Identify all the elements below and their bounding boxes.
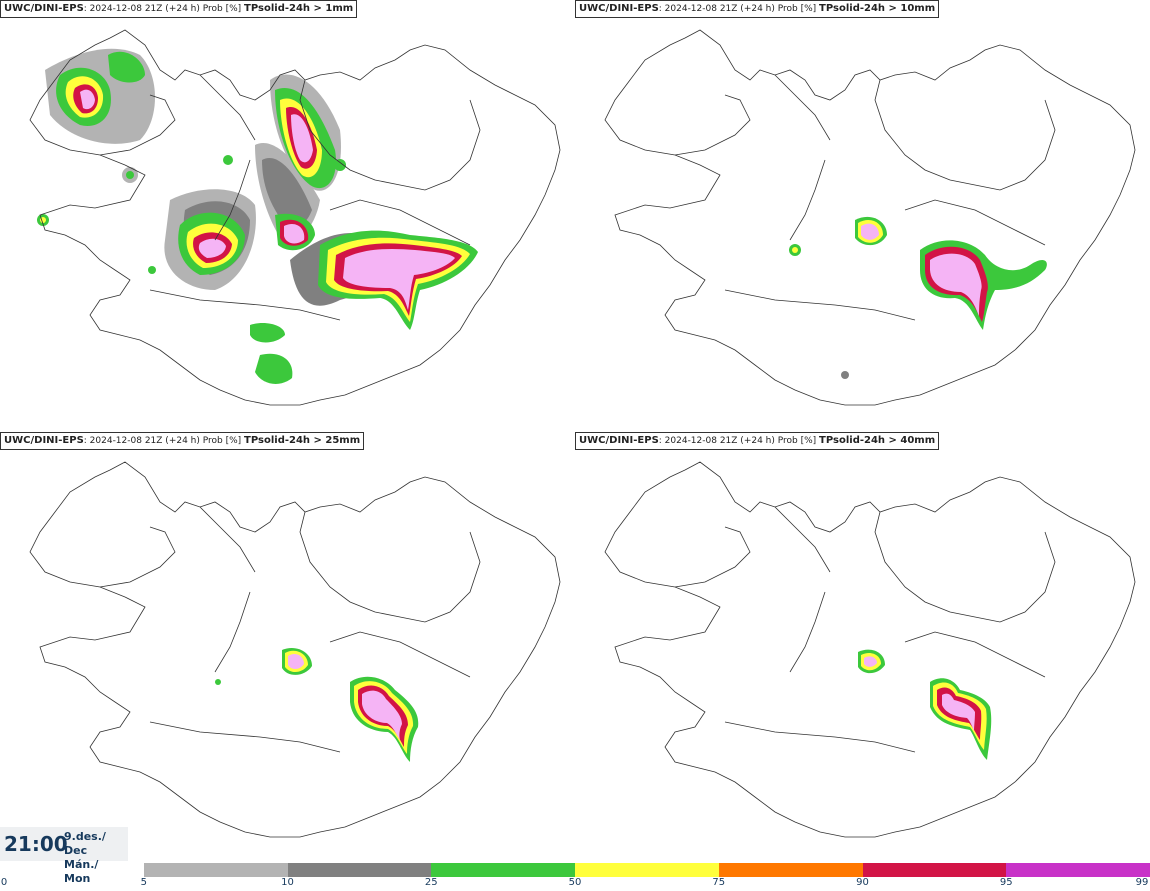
model-label: UWC/DINI-EPS [579, 435, 659, 446]
map-panel-25mm: UWC/DINI-EPS: 2024-12-08 21Z (+24 h) Pro… [0, 432, 575, 864]
colorbar-tick-label: 99 [1135, 877, 1149, 888]
panel-title: UWC/DINI-EPS: 2024-12-08 21Z (+24 h) Pro… [0, 0, 358, 18]
valid-time: 21:00 [4, 832, 68, 856]
colorbar-segment [718, 863, 863, 877]
coastline [604, 29, 1136, 406]
colorbar-tick-label: 5 [140, 877, 147, 888]
model-label: UWC/DINI-EPS [579, 3, 659, 14]
prob-area-pink [861, 223, 879, 240]
valid-date: 9.des./ Dec Mán./ Mon [64, 830, 128, 886]
prob-area-dot [841, 371, 849, 379]
colorbar-tick-label: 50 [568, 877, 582, 888]
iceland-map [29, 29, 561, 406]
valid-time-box: 21:00 9.des./ Dec Mán./ Mon [0, 827, 128, 885]
run-info: : 2024-12-08 21Z (+24 h) Prob [%] [83, 436, 242, 446]
model-label: UWC/DINI-EPS [4, 435, 84, 446]
prob-area-dot [126, 171, 134, 179]
prob-area-pink [864, 656, 877, 667]
threshold-label: TPsolid-24h > 1mm [244, 3, 354, 14]
prob-area-dot [792, 247, 798, 253]
valid-date-line1: 9.des./ Dec [64, 830, 106, 857]
prob-area-pink [198, 238, 226, 258]
prob-area-dot [215, 679, 221, 685]
coastline [604, 461, 1136, 838]
map-panel-40mm: UWC/DINI-EPS: 2024-12-08 21Z (+24 h) Pro… [575, 432, 1150, 864]
colorbar-segment [287, 863, 432, 877]
colorbar-tick-label: 95 [999, 877, 1013, 888]
colorbar-tick-label: 90 [856, 877, 869, 888]
prob-area-green [255, 353, 293, 384]
map-panel-10mm: UWC/DINI-EPS: 2024-12-08 21Z (+24 h) Pro… [575, 0, 1150, 432]
run-info: : 2024-12-08 21Z (+24 h) Prob [%] [83, 4, 242, 14]
prob-area-pink [362, 690, 402, 740]
prob-area-green [108, 51, 145, 83]
probability-shading [215, 647, 419, 762]
prob-area-dot [223, 155, 233, 165]
prob-area-green [250, 323, 285, 343]
prob-area-dot [334, 159, 346, 171]
prob-area-pink [942, 693, 975, 731]
prob-area-pink [291, 114, 313, 163]
panel-title: UWC/DINI-EPS: 2024-12-08 21Z (+24 h) Pro… [575, 432, 940, 450]
colorbar-segment [862, 863, 1007, 877]
colorbar-segment [431, 863, 575, 877]
threshold-label: TPsolid-24h > 40mm [819, 435, 936, 446]
colorbar-tick-label: 75 [712, 877, 726, 888]
colorbar-tick-label: 10 [281, 877, 294, 888]
colorbar-tick-label: 0 [0, 877, 8, 888]
prob-area-pink [930, 253, 982, 316]
prob-area-pink [80, 89, 95, 110]
panel-title: UWC/DINI-EPS: 2024-12-08 21Z (+24 h) Pro… [575, 0, 940, 18]
colorbar-segment [575, 863, 719, 877]
valid-date-line2: Mán./ Mon [64, 858, 99, 885]
threshold-label: TPsolid-24h > 25mm [244, 435, 361, 446]
prob-area-pink [343, 248, 455, 310]
probability-shading [789, 216, 1047, 379]
prob-area-pink [284, 223, 305, 244]
colorbar-tick-label: 25 [424, 877, 438, 888]
prob-area-gray [262, 158, 312, 229]
coastline [29, 29, 561, 406]
panel-title: UWC/DINI-EPS: 2024-12-08 21Z (+24 h) Pro… [0, 432, 365, 450]
colorbar-segment [1006, 863, 1150, 877]
coastline [29, 461, 561, 838]
probability-colorbar [143, 863, 1150, 877]
threshold-label: TPsolid-24h > 10mm [819, 3, 936, 14]
colorbar-segment [143, 863, 288, 877]
iceland-map [29, 461, 561, 838]
map-panel-1mm: UWC/DINI-EPS: 2024-12-08 21Z (+24 h) Pro… [0, 0, 575, 432]
prob-area-pink [288, 653, 304, 669]
model-label: UWC/DINI-EPS [4, 3, 84, 14]
run-info: : 2024-12-08 21Z (+24 h) Prob [%] [658, 436, 817, 446]
prob-area-dot [148, 266, 156, 274]
probability-shading [858, 649, 992, 760]
run-info: : 2024-12-08 21Z (+24 h) Prob [%] [658, 4, 817, 14]
iceland-map [604, 461, 1136, 838]
iceland-map [604, 29, 1136, 406]
probability-shading [37, 48, 478, 384]
